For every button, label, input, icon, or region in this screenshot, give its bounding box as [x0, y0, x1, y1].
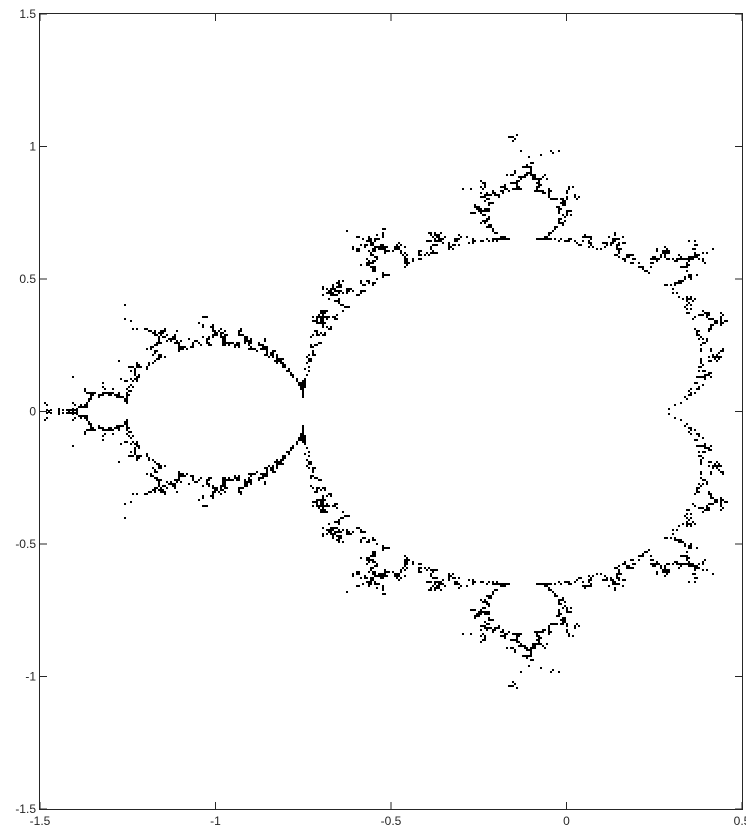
- y-tick-label: -1: [25, 670, 36, 684]
- x-tick-label: 0: [563, 814, 570, 828]
- y-tick-label: -0.5: [15, 537, 36, 551]
- x-tick-label: -1.5: [30, 814, 51, 828]
- y-tick-label: 0: [29, 405, 36, 419]
- y-tick-label: -1.5: [15, 802, 36, 816]
- x-axis: -1.5 -1 -0.5 0 0.5: [30, 14, 746, 828]
- y-tick-label: 1: [29, 140, 36, 154]
- y-tick-label: 0.5: [19, 272, 36, 286]
- x-tick-label: 0.5: [734, 814, 746, 828]
- x-tick-label: -0.5: [381, 814, 402, 828]
- y-axis: -1.5 -1 -0.5 0 0.5 1 1.5: [15, 7, 742, 816]
- x-tick-label: -1: [210, 814, 221, 828]
- y-tick-label: 1.5: [19, 7, 36, 21]
- axes-box: [39, 13, 743, 810]
